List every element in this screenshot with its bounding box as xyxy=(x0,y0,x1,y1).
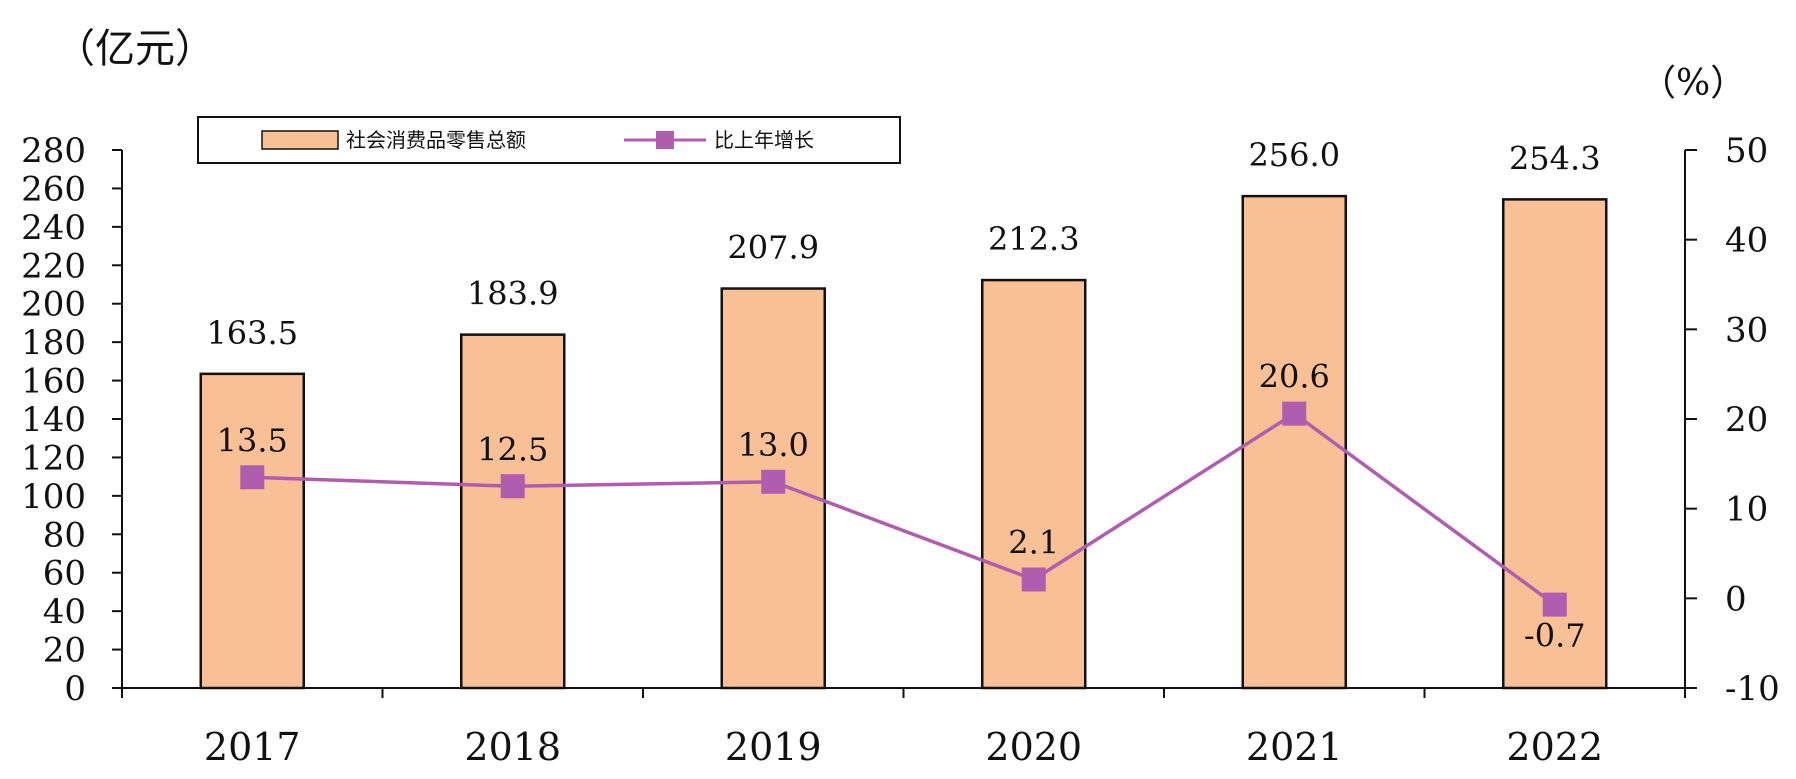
line-point xyxy=(1282,401,1307,426)
right-tick-label: 50 xyxy=(1725,131,1768,171)
legend-bar-swatch xyxy=(261,130,339,150)
right-tick-label: 0 xyxy=(1725,579,1747,619)
x-tick-label: 2021 xyxy=(1246,725,1343,769)
left-tick-label: 160 xyxy=(21,362,86,402)
bar-data-label: 256.0 xyxy=(1248,136,1340,174)
left-tick-label: 180 xyxy=(21,323,86,363)
line-data-label: -0.7 xyxy=(1524,617,1586,655)
right-tick-label: -10 xyxy=(1725,669,1780,709)
bar-data-label: 212.3 xyxy=(988,220,1080,258)
left-tick-label: 220 xyxy=(21,246,86,286)
left-tick-label: 100 xyxy=(21,477,86,517)
growth-line xyxy=(252,411,1556,607)
bar-data-label: 163.5 xyxy=(206,314,298,352)
left-tick-label: 20 xyxy=(43,631,86,671)
legend-line-label: 比上年增长 xyxy=(714,128,814,152)
line-data-label: 12.5 xyxy=(477,430,548,468)
left-tick-label: 260 xyxy=(21,169,86,209)
left-tick-label: 80 xyxy=(43,515,86,555)
right-tick-label: 10 xyxy=(1725,490,1768,530)
legend: 社会消费品零售总额 比上年增长 xyxy=(197,116,901,164)
right-tick-label: 30 xyxy=(1725,310,1768,350)
bar xyxy=(460,333,566,690)
right-axis-unit: （%） xyxy=(1640,63,1746,104)
x-tick-label: 2017 xyxy=(204,725,301,769)
line-point xyxy=(1021,567,1046,592)
line-data-label: 20.6 xyxy=(1259,358,1330,396)
left-tick-label: 240 xyxy=(21,208,86,248)
left-tick-label: 120 xyxy=(21,438,86,478)
bar-data-label: 183.9 xyxy=(467,275,559,313)
bar xyxy=(199,372,305,690)
line-data-label: 13.0 xyxy=(738,426,809,464)
legend-bar-label: 社会消费品零售总额 xyxy=(346,128,526,152)
right-tick-label: 20 xyxy=(1725,400,1768,440)
line-data-label: 13.5 xyxy=(217,421,288,459)
x-tick-label: 2020 xyxy=(985,725,1082,769)
line-point xyxy=(1542,592,1567,617)
left-tick-label: 140 xyxy=(21,400,86,440)
line-point xyxy=(761,469,786,494)
line-data-label: 2.1 xyxy=(1008,524,1059,562)
bar-data-label: 254.3 xyxy=(1509,139,1601,177)
left-axis-unit: （亿元） xyxy=(55,26,215,72)
left-tick-label: 0 xyxy=(64,669,86,709)
legend-line-marker xyxy=(656,131,674,149)
x-tick-label: 2018 xyxy=(464,725,561,769)
left-tick-label: 40 xyxy=(43,592,86,632)
left-tick-label: 280 xyxy=(21,131,86,171)
left-tick-label: 200 xyxy=(21,285,86,325)
bar xyxy=(1241,194,1347,690)
left-tick-label: 60 xyxy=(43,554,86,594)
bar-data-label: 207.9 xyxy=(727,229,819,267)
line-point xyxy=(500,474,525,499)
x-tick-label: 2019 xyxy=(725,725,822,769)
x-tick-label: 2022 xyxy=(1506,725,1603,769)
line-point xyxy=(240,465,265,490)
plot-area: 020406080100120140160180200220240260280-… xyxy=(21,131,1780,769)
right-tick-label: 40 xyxy=(1725,221,1768,261)
bar xyxy=(981,278,1087,690)
